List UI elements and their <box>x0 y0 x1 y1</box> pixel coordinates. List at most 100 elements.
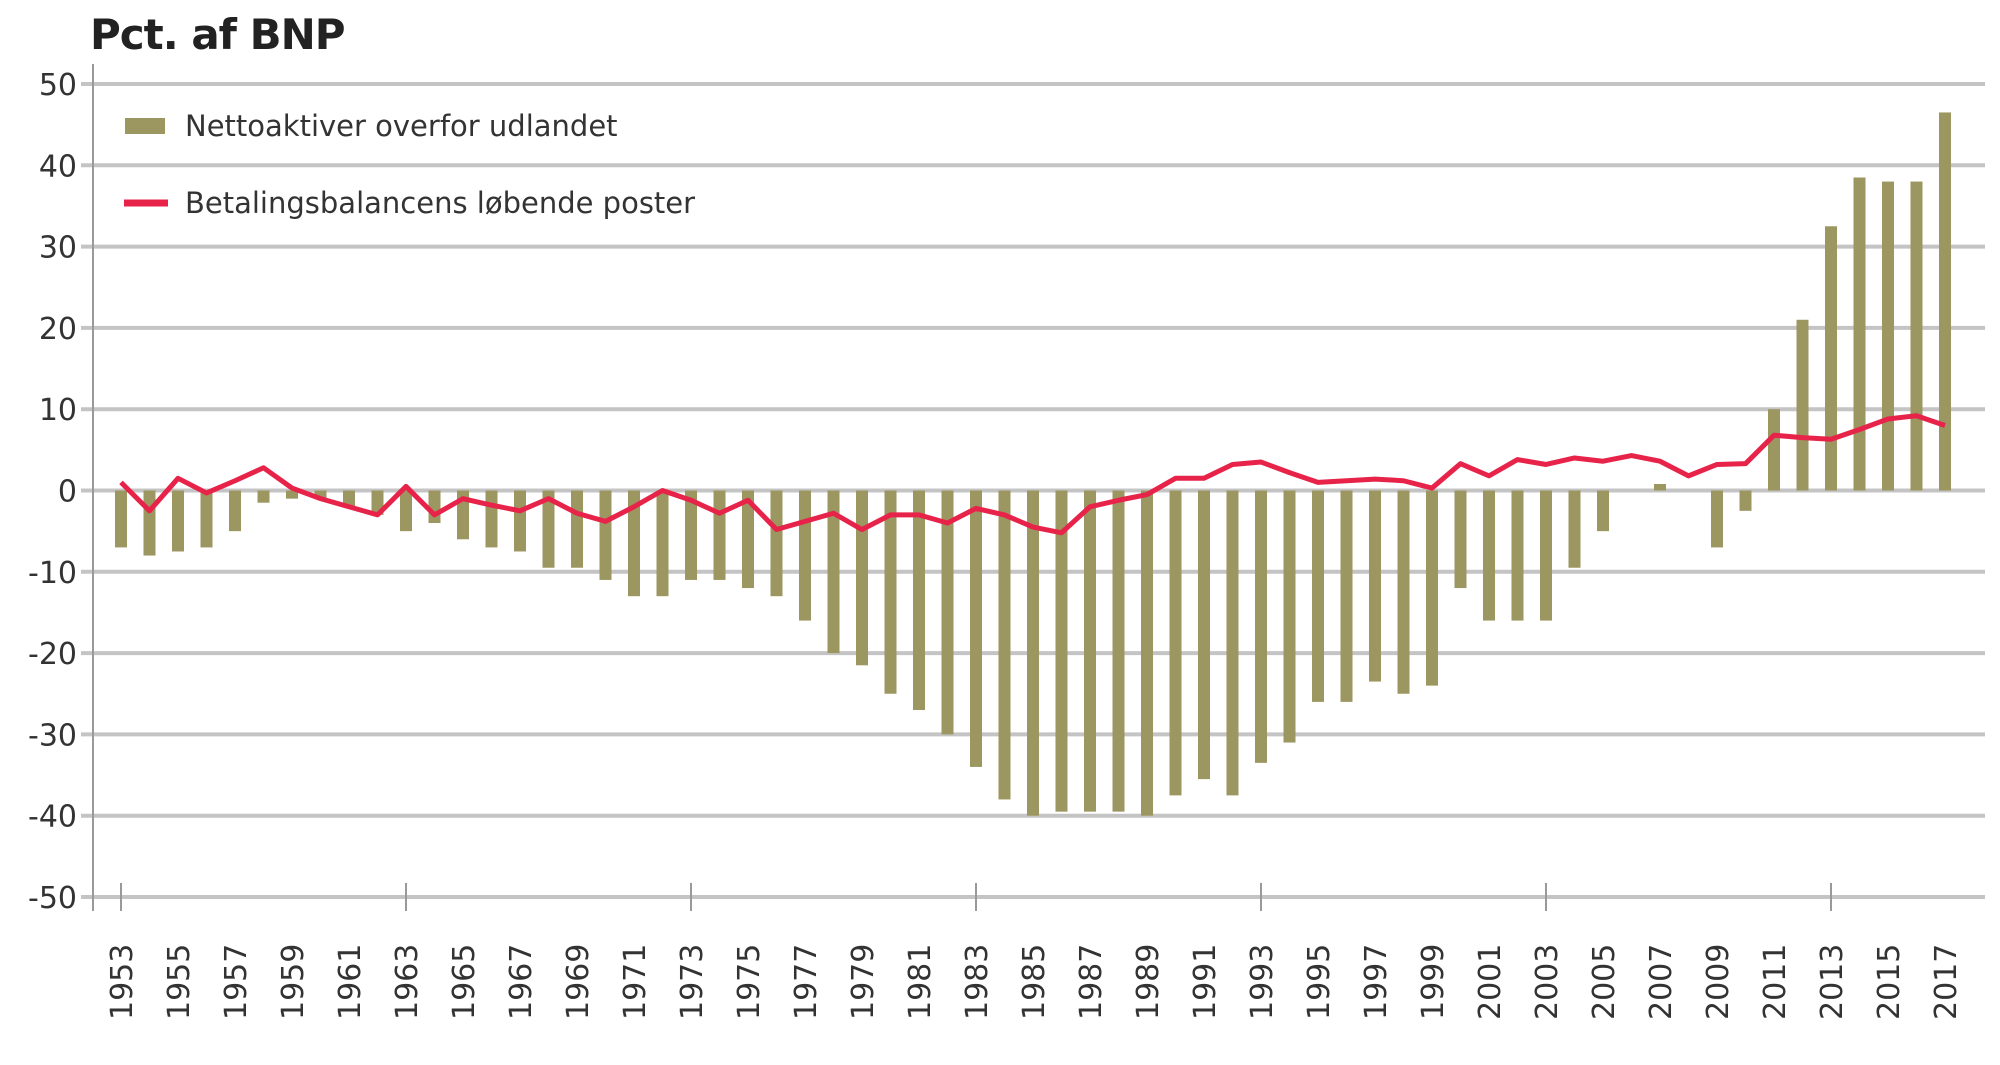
bar <box>1255 490 1267 763</box>
bar <box>1369 490 1381 682</box>
bar <box>1853 177 1866 491</box>
y-tick-label: 30 <box>39 231 77 266</box>
bar <box>1540 490 1552 621</box>
bar <box>1055 490 1068 812</box>
x-tick-label: 2015 <box>1872 944 1907 1020</box>
x-tick-label: 1999 <box>1416 944 1451 1020</box>
x-tick-label: 1955 <box>162 944 197 1020</box>
bar <box>1654 483 1666 491</box>
bar <box>1796 319 1809 491</box>
y-tick-label: -50 <box>28 881 77 916</box>
x-tick-label: 1959 <box>276 944 311 1020</box>
bar <box>1882 181 1894 491</box>
legend-label-line: Betalingsbalancens løbende poster <box>185 186 695 220</box>
legend: Nettoaktiver overfor udlandet Betalingsba… <box>124 109 695 220</box>
bar <box>1910 181 1923 491</box>
x-tick-label: 2017 <box>1929 944 1964 1020</box>
x-tick-label: 1969 <box>561 944 596 1020</box>
x-tick-label: 2011 <box>1758 944 1793 1020</box>
bar <box>1169 490 1182 796</box>
bar <box>827 490 840 654</box>
bar <box>1711 490 1723 548</box>
y-tick-label: 50 <box>39 68 77 103</box>
bar <box>115 490 127 548</box>
bar <box>229 490 241 532</box>
x-tick-label: 1965 <box>447 944 482 1020</box>
bar <box>1454 490 1467 589</box>
x-tick-label: 1979 <box>846 944 881 1020</box>
bar <box>1198 490 1210 780</box>
y-tick-label: -40 <box>28 800 77 835</box>
x-tick-label: 1967 <box>504 944 539 1020</box>
bar <box>200 490 213 548</box>
bar <box>542 490 555 568</box>
bar <box>1483 490 1495 621</box>
bar <box>856 490 868 666</box>
bar <box>1768 409 1780 491</box>
x-tick-label: 1997 <box>1359 944 1394 1020</box>
y-tick-label: -30 <box>28 718 77 753</box>
x-tick-label: 1995 <box>1302 944 1337 1020</box>
bar <box>913 490 925 711</box>
bar <box>713 490 726 580</box>
y-tick-label: 0 <box>58 475 77 510</box>
bar <box>1084 490 1096 812</box>
bar <box>799 490 811 621</box>
bar <box>1312 490 1324 702</box>
bar <box>514 490 526 552</box>
x-tick-label: 1977 <box>789 944 824 1020</box>
x-tick-label: 1989 <box>1131 944 1166 1020</box>
x-tick-label: 2001 <box>1473 944 1508 1020</box>
bar <box>770 490 783 597</box>
bar <box>1939 112 1951 491</box>
x-tick-label: 2013 <box>1815 944 1850 1020</box>
bar <box>1283 490 1296 743</box>
bar <box>1426 490 1438 686</box>
bar <box>1825 226 1837 491</box>
bar <box>286 490 298 499</box>
chart-title: Pct. af BNP <box>90 10 346 59</box>
x-tick-label: 1993 <box>1245 944 1280 1020</box>
bar <box>1112 490 1125 812</box>
bar <box>1739 490 1752 511</box>
bar <box>970 490 982 767</box>
bar <box>1597 490 1609 532</box>
legend-bar-swatch <box>125 118 165 134</box>
bar <box>941 490 954 735</box>
x-tick-label: 1961 <box>333 944 368 1020</box>
x-tick-label: 1981 <box>903 944 938 1020</box>
x-tick-label: 1983 <box>960 944 995 1020</box>
bar <box>172 490 184 552</box>
bar <box>143 490 156 556</box>
bar <box>343 490 355 507</box>
y-tick-label: 10 <box>39 393 77 428</box>
bar <box>656 490 669 597</box>
bar <box>685 490 697 580</box>
y-tick-label: 20 <box>39 312 77 347</box>
x-tick-label: 1985 <box>1017 944 1052 1020</box>
bar <box>884 490 897 694</box>
x-tick-label: 1987 <box>1074 944 1109 1020</box>
legend-label-bars: Nettoaktiver overfor udlandet <box>185 109 618 143</box>
x-tick-label: 1973 <box>675 944 710 1020</box>
bar <box>314 490 327 499</box>
bar <box>257 490 270 503</box>
x-tick-label: 1963 <box>390 944 425 1020</box>
bar <box>742 490 754 589</box>
x-tick-label: 2005 <box>1587 944 1622 1020</box>
bar <box>1027 490 1039 816</box>
bar <box>998 490 1011 800</box>
bar <box>628 490 640 597</box>
bar <box>428 490 441 524</box>
y-tick-label: 40 <box>39 149 77 184</box>
bar <box>400 490 412 532</box>
x-tick-label: 2007 <box>1644 944 1679 1020</box>
bar <box>1397 490 1410 694</box>
bar <box>1511 490 1524 621</box>
x-tick-label: 1971 <box>618 944 653 1020</box>
x-tick-label: 1953 <box>105 944 140 1020</box>
x-tick-label: 1957 <box>219 944 254 1020</box>
x-tick-label: 2003 <box>1530 944 1565 1020</box>
bar <box>485 490 498 548</box>
